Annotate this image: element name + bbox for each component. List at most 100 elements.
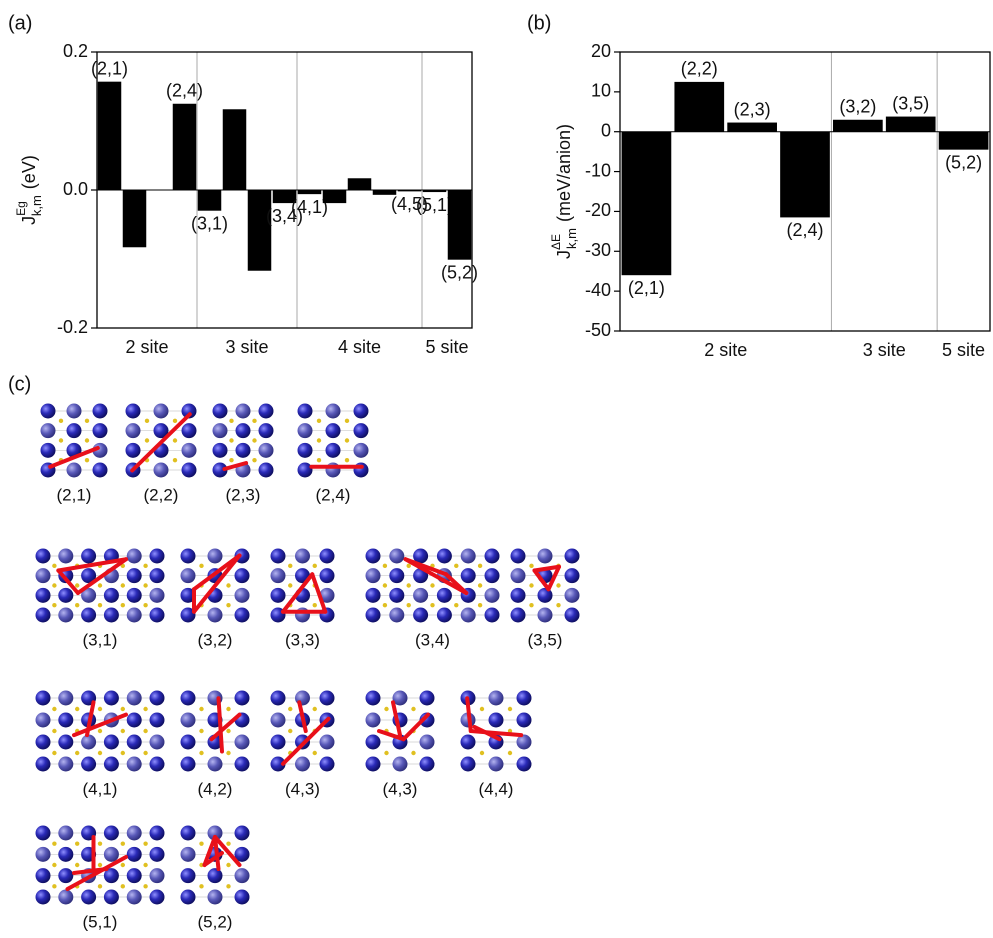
cation-atom — [488, 712, 504, 728]
cation-atom — [180, 756, 196, 772]
plot-frame — [96, 51, 473, 329]
cation-atom — [365, 734, 381, 750]
cation-atom — [270, 734, 286, 750]
cation-atom — [207, 607, 223, 623]
structure-label: (5,1) — [83, 912, 118, 931]
anion-atom — [556, 602, 561, 608]
cation-atom — [516, 712, 532, 728]
cation-atom — [319, 756, 335, 772]
cation-atom — [180, 889, 196, 905]
anion-atom — [97, 750, 103, 756]
anion-atom — [58, 418, 64, 424]
structure-thumbnail — [125, 403, 197, 478]
cation-atom — [103, 734, 119, 750]
structure-thumbnail — [35, 690, 165, 772]
cation-atom — [149, 690, 165, 706]
cation-atom — [81, 548, 97, 564]
cluster-bond — [281, 572, 315, 614]
cation-atom — [234, 734, 250, 750]
y-tick-label: 20 — [591, 41, 611, 61]
cluster-bond — [192, 553, 242, 614]
cation-atom — [270, 548, 286, 564]
bar — [621, 131, 672, 276]
structure-label: (4,2) — [198, 779, 233, 798]
cation-atom — [181, 403, 197, 419]
anion-atom — [120, 583, 126, 588]
structure-label: (4,4) — [479, 779, 514, 798]
anion-atom — [479, 750, 485, 756]
bar — [297, 190, 322, 195]
cation-atom — [234, 690, 250, 706]
y-tick-label: 0.0 — [63, 179, 88, 199]
cation-atom — [419, 712, 435, 728]
bar-annotation: (2,4) — [786, 220, 823, 240]
anion-atom — [120, 884, 126, 889]
anion-atom — [312, 602, 317, 608]
anion-atom — [120, 563, 126, 569]
cation-atom — [436, 607, 452, 623]
cation-atom — [537, 587, 553, 603]
cluster-bond — [56, 568, 80, 595]
structure-thumbnail — [297, 403, 369, 478]
cation-atom — [319, 690, 335, 706]
cation-atom — [126, 607, 142, 623]
cluster-bond — [75, 557, 128, 595]
cation-atom — [510, 607, 526, 623]
anion-atom — [199, 750, 204, 756]
bar — [422, 190, 447, 193]
anion-atom — [226, 750, 231, 756]
anion-atom — [199, 706, 204, 712]
cation-atom — [258, 403, 274, 419]
cation-atom — [419, 690, 435, 706]
cation-atom — [564, 568, 580, 584]
bar — [727, 122, 777, 132]
anion-atom — [84, 457, 90, 463]
y-tick-label: -0.2 — [57, 317, 88, 337]
anion-atom — [52, 862, 57, 868]
cluster-bond — [465, 696, 473, 733]
anion-atom — [120, 728, 126, 734]
y-axis-label: JEgk,m (eV) — [14, 155, 44, 225]
anion-atom — [344, 438, 350, 443]
cation-atom — [510, 568, 526, 584]
cation-atom — [207, 825, 223, 841]
cation-atom — [103, 690, 119, 706]
cation-atom — [40, 403, 56, 419]
structure-label: (4,1) — [83, 779, 118, 798]
cation-atom — [436, 587, 452, 603]
structure-thumbnail — [35, 548, 165, 623]
cation-atom — [564, 587, 580, 603]
structure-thumbnail — [460, 690, 532, 772]
bar — [780, 131, 830, 218]
anion-atom — [75, 583, 80, 588]
structure-label: (2,4) — [316, 485, 351, 504]
cation-atom — [319, 568, 335, 584]
structure-thumbnail — [180, 690, 250, 772]
cation-atom — [234, 756, 250, 772]
anion-atom — [406, 583, 411, 588]
structure-thumbnail — [40, 403, 108, 478]
cation-atom — [181, 423, 197, 439]
cation-atom — [81, 734, 97, 750]
anion-atom — [143, 728, 148, 734]
anion-atom — [199, 728, 204, 734]
cation-atom — [126, 712, 142, 728]
cation-atom — [58, 868, 74, 884]
bar — [222, 109, 247, 190]
bar-annotation: (2,2) — [681, 59, 718, 79]
cluster-bond — [403, 557, 448, 577]
cation-atom — [460, 548, 476, 564]
structure-label: (3,2) — [198, 630, 233, 649]
anion-atom — [199, 563, 204, 569]
cluster-bond — [391, 700, 402, 738]
bar — [885, 116, 936, 132]
group-label: 5 site — [942, 340, 985, 360]
structure-label: (2,3) — [226, 485, 261, 504]
cation-atom — [212, 442, 228, 458]
anion-atom — [226, 583, 231, 588]
cation-atom — [297, 403, 313, 419]
anion-atom — [529, 602, 534, 608]
anion-atom — [479, 706, 485, 712]
anion-atom — [288, 728, 293, 734]
cation-atom — [58, 846, 74, 862]
